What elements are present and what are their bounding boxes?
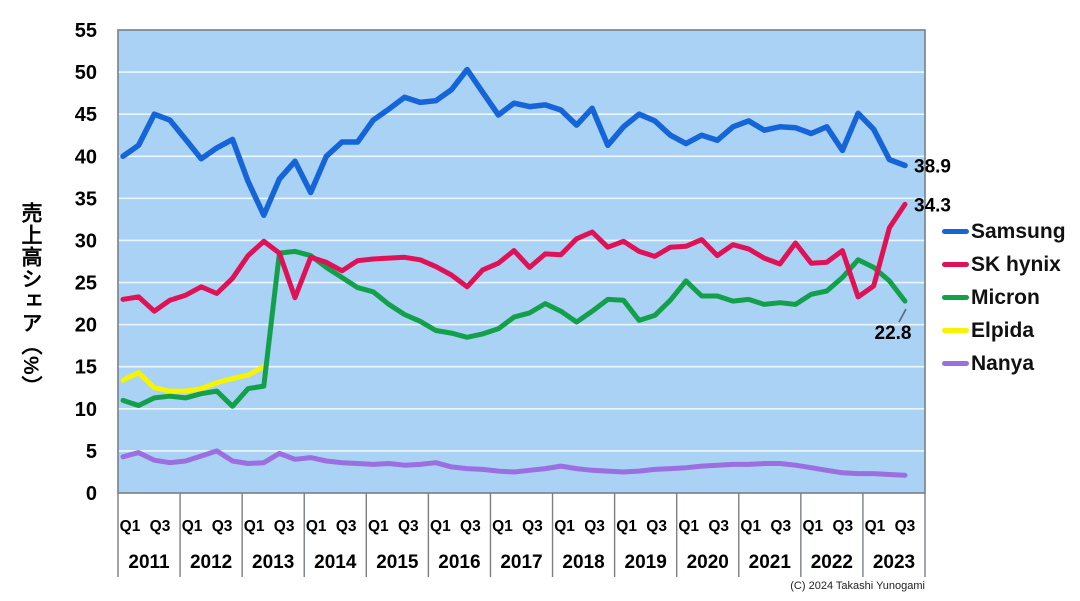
x-tick-q1: Q1 [616, 518, 637, 535]
x-tick-q3: Q3 [274, 518, 295, 535]
end-label-leader-micron [898, 308, 907, 323]
x-tick-year: 2018 [562, 552, 604, 573]
x-tick-year: 2023 [873, 552, 915, 573]
series-line-nanya [120, 448, 908, 478]
x-tick-q1: Q1 [803, 518, 824, 535]
series-line-micron [120, 248, 908, 409]
x-tick-q3: Q3 [584, 518, 605, 535]
x-tick-q3: Q3 [336, 518, 357, 535]
x-tick-year: 2015 [376, 552, 419, 573]
x-tick-year: 2011 [128, 552, 170, 573]
x-tick-q1: Q1 [244, 518, 265, 535]
y-tick-label: 35 [75, 188, 97, 210]
x-tick-year: 2021 [749, 552, 792, 573]
legend-label: SK hynix [971, 252, 1061, 276]
x-tick-q1: Q1 [120, 518, 141, 535]
x-tick-year: 2022 [811, 552, 853, 573]
x-tick-q3: Q3 [770, 518, 791, 535]
x-tick-q1: Q1 [306, 518, 327, 535]
legend-swatch-samsung [942, 229, 969, 234]
x-tick-q3: Q3 [833, 518, 854, 535]
x-tick-q3: Q3 [150, 518, 171, 535]
y-tick-label: 50 [75, 62, 97, 84]
legend-label: Nanya [971, 351, 1035, 375]
x-tick-q3: Q3 [460, 518, 481, 535]
x-tick-q1: Q1 [554, 518, 575, 535]
x-tick-q3: Q3 [708, 518, 729, 535]
y-tick-label: 25 [75, 273, 97, 295]
legend: Samsung SK hynix Micron Elpida Nanya [942, 215, 1066, 380]
legend-item-samsung: Samsung [942, 215, 1066, 248]
x-tick-year: 2013 [252, 552, 294, 573]
y-tick-label: 20 [75, 315, 97, 337]
x-axis-labels: Q1 Q3 2011 Q1 Q3 2012 Q1 Q3 2013 Q1 Q3 2014 Q1 Q3 2015… [120, 518, 916, 573]
series-line-elpida [120, 364, 267, 394]
y-tick-label: 45 [75, 104, 97, 126]
legend-swatch-sk-hynix [942, 262, 969, 267]
x-tick-q3: Q3 [398, 518, 419, 535]
legend-label: Micron [971, 285, 1040, 309]
legend-item-elpida: Elpida [942, 314, 1066, 347]
y-tick-label: 5 [86, 441, 97, 463]
x-tick-year: 2014 [314, 552, 357, 573]
legend-swatch-micron [942, 295, 969, 300]
x-tick-q3: Q3 [646, 518, 667, 535]
x-tick-q1: Q1 [492, 518, 513, 535]
legend-label: Elpida [971, 318, 1035, 342]
y-tick-label: 40 [75, 146, 97, 168]
end-label-samsung: 38.9 [914, 157, 951, 178]
x-tick-year: 2012 [190, 552, 232, 573]
legend-item-micron: Micron [942, 281, 1066, 314]
x-tick-q1: Q1 [740, 518, 761, 535]
x-tick-year: 2019 [625, 552, 667, 573]
x-tick-year: 2020 [687, 552, 729, 573]
x-tick-q1: Q1 [678, 518, 699, 535]
plot-border [117, 29, 926, 494]
x-tick-q1: Q1 [865, 518, 886, 535]
y-tick-label: 30 [75, 230, 97, 252]
x-axis-year-dividers [117, 493, 926, 577]
x-tick-year: 2017 [500, 552, 542, 573]
end-label-micron: 22.8 [875, 323, 912, 344]
x-tick-q3: Q3 [212, 518, 233, 535]
x-tick-year: 2016 [438, 552, 480, 573]
y-tick-label: 0 [86, 483, 97, 505]
y-axis-tick-labels: 0 5 10 15 20 25 30 35 40 45 50 55 [75, 20, 97, 505]
end-label-sk-hynix: 34.3 [914, 195, 951, 216]
series-line-sk-hynix [120, 201, 908, 314]
legend-item-sk-hynix: SK hynix [942, 248, 1066, 281]
legend-item-nanya: Nanya [942, 347, 1066, 380]
legend-swatch-elpida [942, 328, 969, 333]
x-tick-q1: Q1 [430, 518, 451, 535]
y-axis-title: 売上高シェア（%） [19, 202, 42, 398]
gridlines [118, 71, 925, 452]
y-tick-label: 55 [75, 20, 97, 42]
y-tick-label: 10 [75, 399, 97, 421]
y-tick-label: 15 [75, 357, 97, 379]
series-line-samsung [120, 66, 908, 218]
copyright-text: (C) 2024 Takashi Yunogami [790, 580, 925, 592]
x-tick-q3: Q3 [522, 518, 543, 535]
legend-label: Samsung [971, 219, 1066, 243]
x-tick-q1: Q1 [182, 518, 203, 535]
x-tick-q1: Q1 [368, 518, 389, 535]
legend-swatch-nanya [942, 361, 969, 366]
x-tick-q3: Q3 [895, 518, 916, 535]
